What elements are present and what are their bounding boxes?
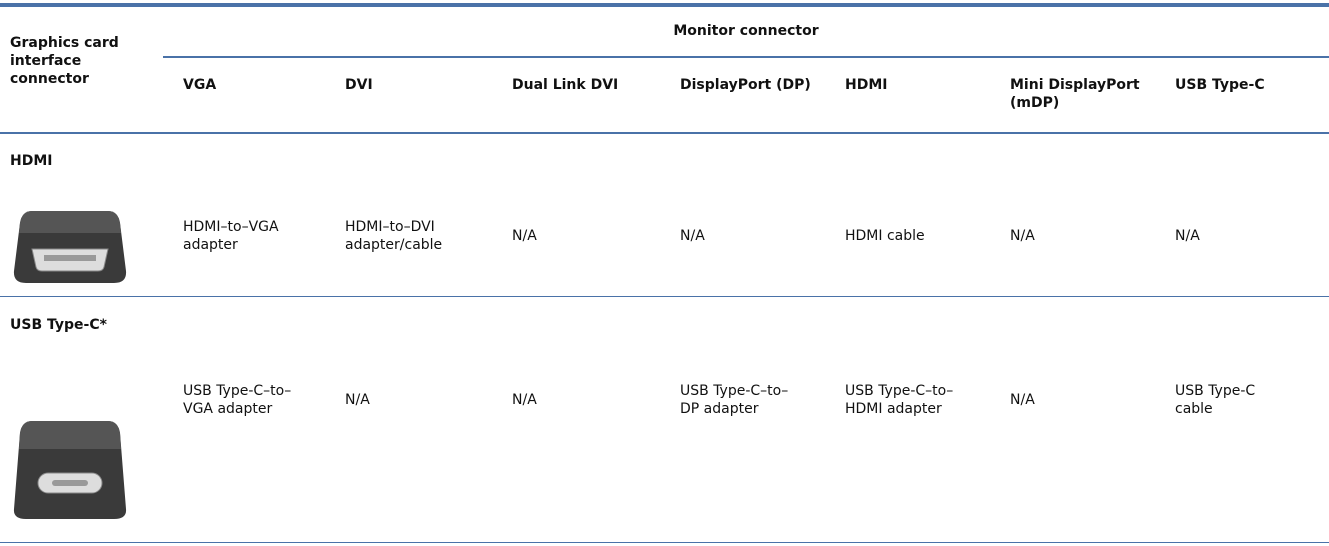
top-rule <box>0 3 1329 7</box>
row-label: HDMI <box>10 153 53 169</box>
header-rule <box>0 132 1329 134</box>
cell: N/A <box>512 228 537 244</box>
cell: USB Type-C–to–VGA adapter <box>183 383 292 417</box>
cell: N/A <box>1010 228 1035 244</box>
row-rule <box>0 296 1329 297</box>
cell: N/A <box>345 392 370 408</box>
row-label: USB Type-C* <box>10 317 107 333</box>
bottom-rule <box>0 542 1329 543</box>
cell: HDMI cable <box>845 228 925 244</box>
cell: USB Type-C–to–DP adapter <box>680 383 789 417</box>
usbc-port-icon <box>13 421 127 519</box>
cell: HDMI–to–DVI adapter/cable <box>345 219 443 253</box>
column-header: DisplayPort (DP) <box>680 77 811 93</box>
hdmi-port-icon <box>13 211 127 283</box>
cell: N/A <box>680 228 705 244</box>
group-rule <box>163 56 1329 58</box>
cell: N/A <box>1175 228 1200 244</box>
cell: N/A <box>1010 392 1035 408</box>
column-header: USB Type-C <box>1175 77 1265 93</box>
corner-header: Graphics card interface connector <box>10 35 119 87</box>
group-header: Monitor connector <box>673 23 819 39</box>
cell: USB Type-C–to–HDMI adapter <box>845 383 954 417</box>
column-header: HDMI <box>845 77 888 93</box>
cell: N/A <box>512 392 537 408</box>
column-header: Dual Link DVI <box>512 77 619 93</box>
cell: HDMI–to–VGA adapter <box>183 219 279 253</box>
column-header: Mini DisplayPort (mDP) <box>1010 77 1140 111</box>
column-header: VGA <box>183 77 217 93</box>
column-header: DVI <box>345 77 373 93</box>
cell: USB Type-C cable <box>1175 383 1256 417</box>
